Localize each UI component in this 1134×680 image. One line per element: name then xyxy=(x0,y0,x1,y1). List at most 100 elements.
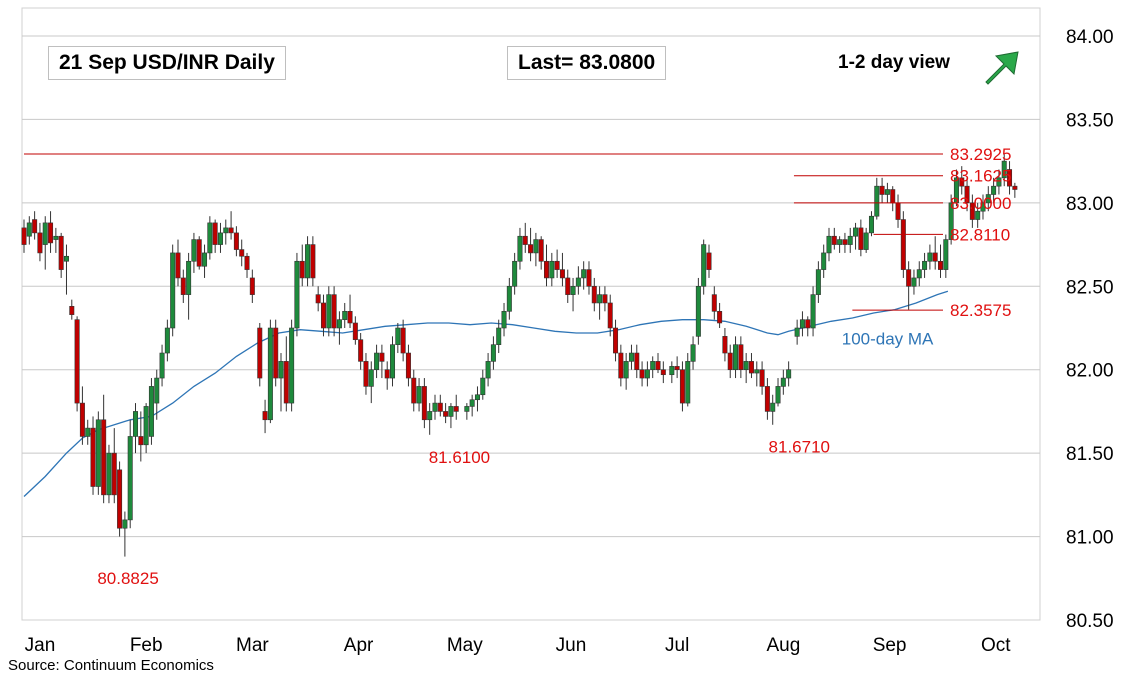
candle-body xyxy=(421,386,427,421)
candle-body xyxy=(780,377,786,387)
x-tick-label: Feb xyxy=(130,635,163,656)
candle-body xyxy=(443,411,449,417)
candle-body xyxy=(331,294,337,329)
candle-body xyxy=(196,239,202,267)
y-tick-label: 82.50 xyxy=(1066,277,1114,298)
candle-body xyxy=(938,260,944,270)
candle-body xyxy=(133,411,139,437)
candle-body xyxy=(164,327,170,354)
candle-body xyxy=(953,177,959,204)
candle-body xyxy=(501,311,507,329)
candle-body xyxy=(53,235,59,240)
candle-body xyxy=(669,366,675,376)
level-label: 83.2925 xyxy=(950,145,1011,164)
candle-body xyxy=(320,302,326,329)
candle-body xyxy=(106,452,112,496)
candle-body xyxy=(591,285,597,304)
candle-body xyxy=(932,252,938,262)
candle-body xyxy=(374,352,380,371)
candle-body xyxy=(943,239,949,270)
candle-body xyxy=(480,377,486,396)
y-tick-label: 81.50 xyxy=(1066,444,1114,465)
candle-body xyxy=(122,519,128,529)
candle-body xyxy=(743,361,749,371)
candle-body xyxy=(202,252,208,267)
candle-body xyxy=(879,185,885,195)
candle-body xyxy=(42,222,48,245)
candle-body xyxy=(685,361,691,404)
candle-body xyxy=(336,319,342,329)
candle-body xyxy=(453,406,459,412)
candle-body xyxy=(770,402,776,412)
candle-body xyxy=(32,219,38,234)
candle-body xyxy=(628,352,634,362)
candle-body xyxy=(63,255,69,262)
candle-body xyxy=(368,369,374,387)
candle-body xyxy=(794,327,800,337)
candle-body xyxy=(533,239,539,254)
candle-body xyxy=(895,202,901,220)
candle-body xyxy=(786,369,792,379)
candle-body xyxy=(884,189,890,195)
candle-body xyxy=(405,352,411,379)
candle-body xyxy=(469,399,475,407)
annotations: 80.8825 81.6100 81.6710 xyxy=(97,438,830,589)
candle-body xyxy=(565,277,571,295)
candle-body xyxy=(506,285,512,312)
candle-body xyxy=(575,277,581,287)
candle-body xyxy=(79,402,85,437)
candle-body xyxy=(90,427,96,487)
candle-body xyxy=(991,185,997,195)
y-tick-label: 84.00 xyxy=(1066,27,1114,48)
y-axis: 80.50 81.00 81.50 82.00 82.50 83.00 83.50 84.00 xyxy=(1066,27,1114,632)
candle-body xyxy=(58,235,64,270)
candle-body xyxy=(212,222,218,245)
candle-body xyxy=(831,235,837,245)
candle-body xyxy=(1007,169,1013,187)
candle-body xyxy=(805,319,811,329)
candle-body xyxy=(180,277,186,295)
up-right-arrow-icon xyxy=(985,51,1019,85)
candle-body xyxy=(69,306,75,315)
x-tick-label: May xyxy=(447,635,483,656)
candle-body xyxy=(738,344,744,371)
y-tick-label: 83.50 xyxy=(1066,110,1114,131)
x-tick-label: Jun xyxy=(556,635,587,656)
candle-body xyxy=(853,227,859,237)
candle-body xyxy=(249,277,255,295)
price-levels: 83.2925 83.1625 83.0000 82.8110 82.3575 xyxy=(24,145,1011,320)
candle-body xyxy=(679,369,685,404)
candle-body xyxy=(695,285,701,337)
candle-body xyxy=(95,419,101,487)
candle-body xyxy=(390,344,396,379)
candle-body xyxy=(948,202,954,240)
candle-body xyxy=(655,361,661,371)
candle-body xyxy=(257,327,263,379)
x-tick-label: Sep xyxy=(873,635,907,656)
candle-body xyxy=(544,260,550,279)
candle-body xyxy=(315,294,321,304)
candle-body xyxy=(711,294,717,312)
candle-body xyxy=(437,402,443,412)
candle-body xyxy=(858,227,864,250)
candle-body xyxy=(690,344,696,362)
candle-body xyxy=(217,232,223,245)
candle-body xyxy=(26,222,32,237)
candle-body xyxy=(432,402,438,412)
candle-body xyxy=(764,386,770,412)
candle-body xyxy=(154,377,160,404)
candle-body xyxy=(186,260,192,295)
candle-body xyxy=(496,327,502,345)
candle-body xyxy=(223,227,229,234)
candle-body xyxy=(427,411,433,421)
candle-body xyxy=(847,235,853,245)
candle-body xyxy=(996,177,1002,187)
ma-label: 100-day MA xyxy=(842,330,934,349)
candle-body xyxy=(244,255,250,270)
low-annotation: 81.6710 xyxy=(769,438,830,457)
candle-body xyxy=(48,222,54,244)
candle-body xyxy=(969,202,975,220)
candle-body xyxy=(911,277,917,287)
up-right-arrow-shape xyxy=(985,51,1019,85)
